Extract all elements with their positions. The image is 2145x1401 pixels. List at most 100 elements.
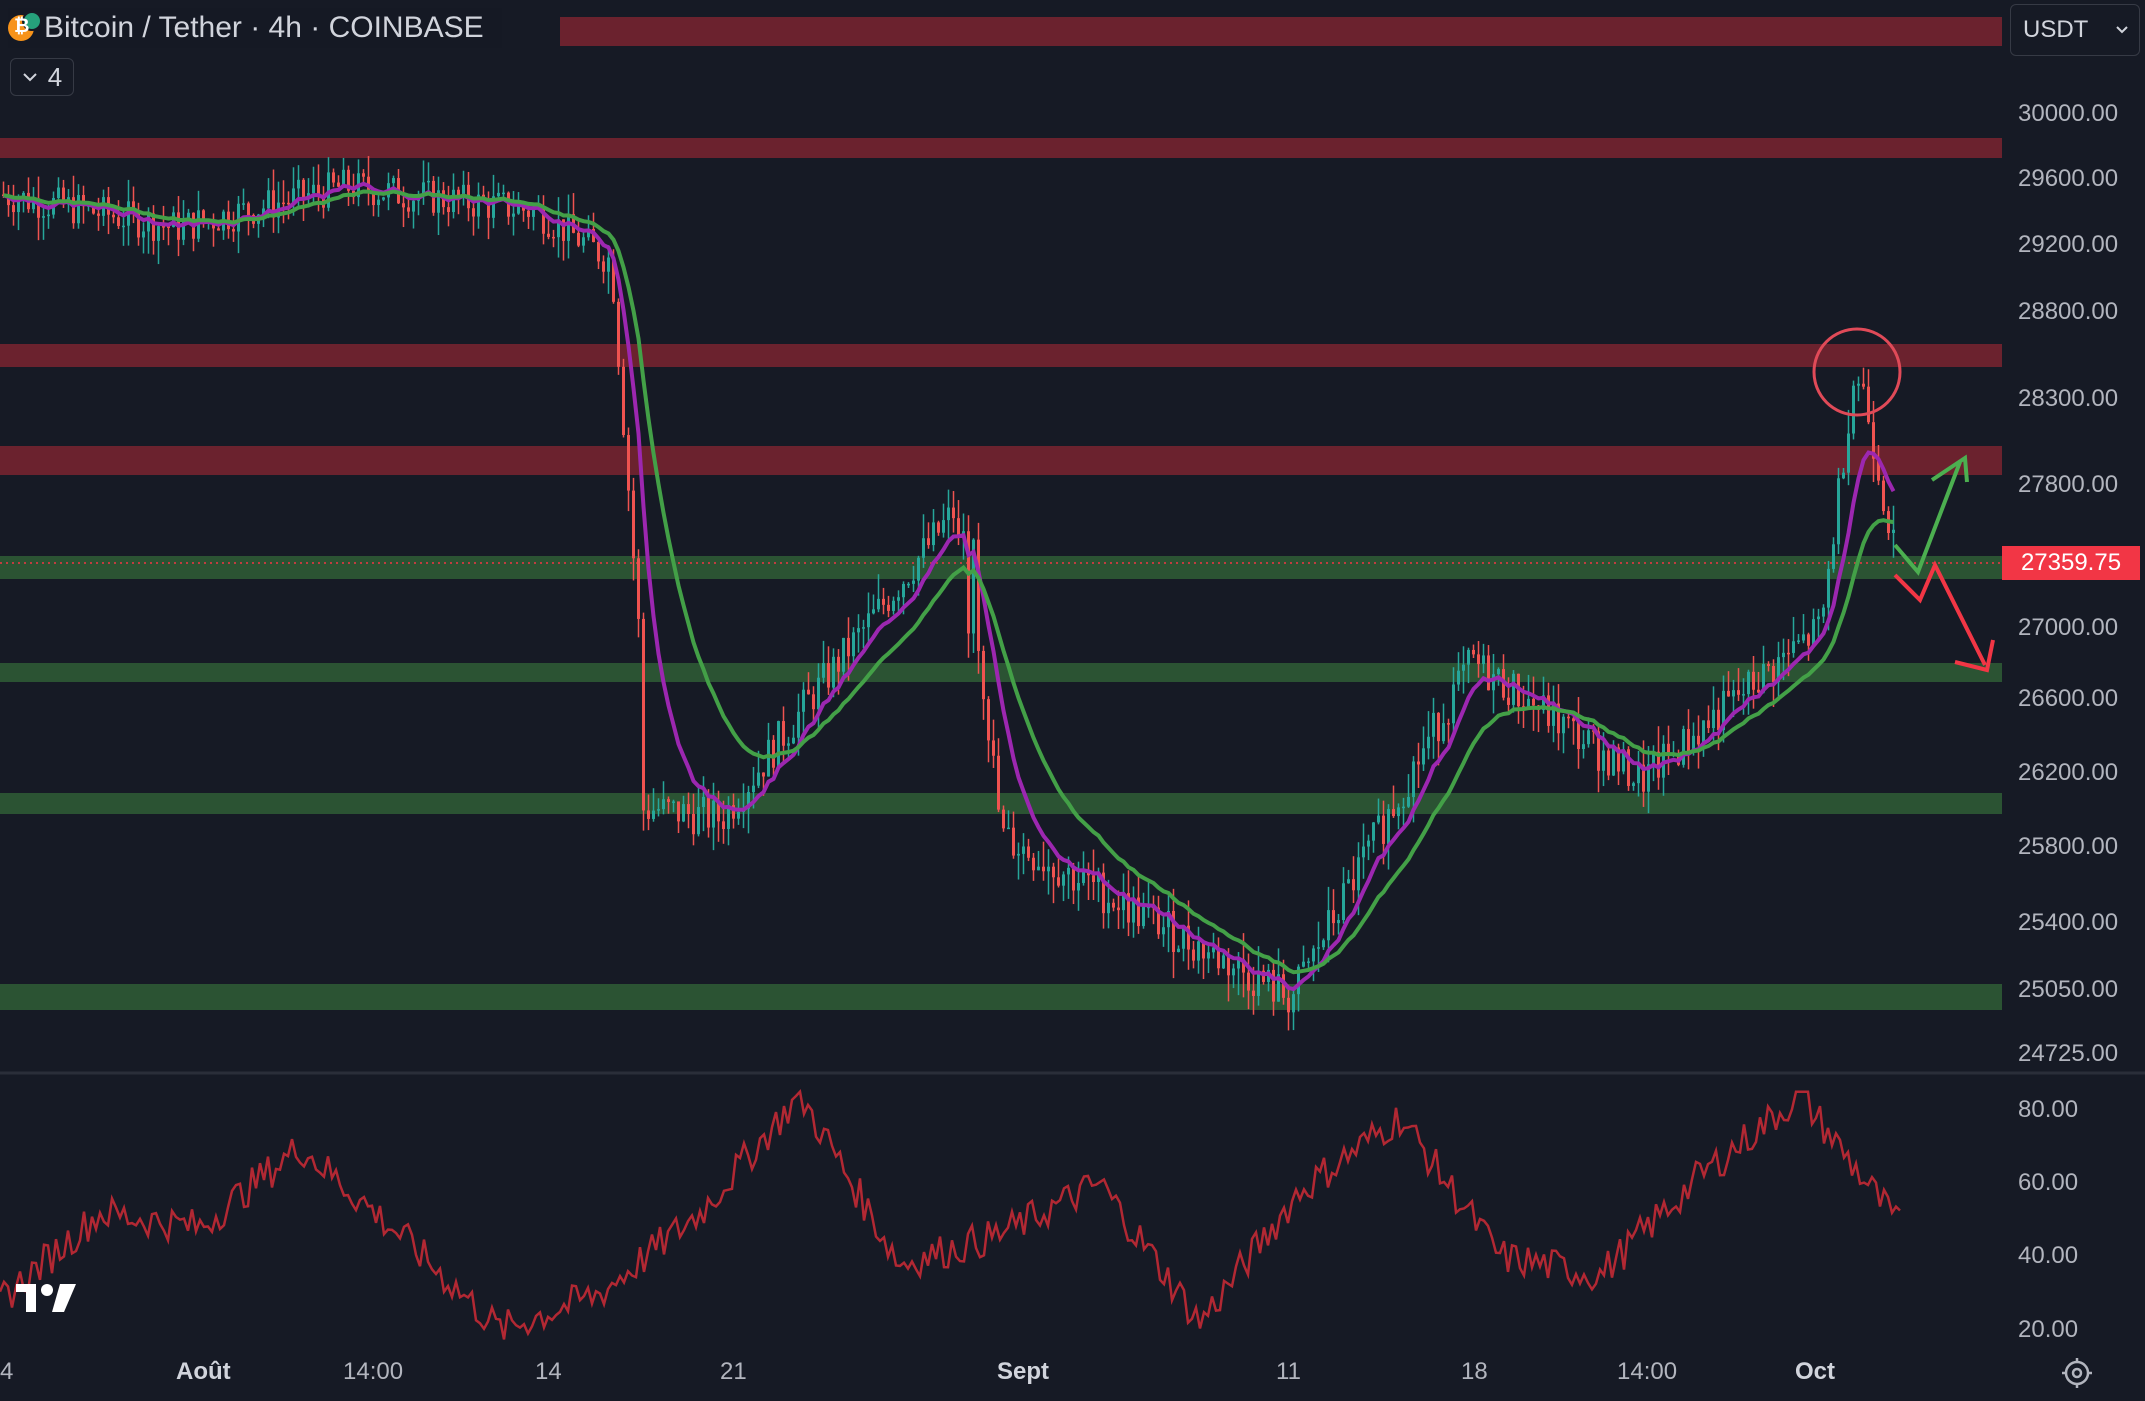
annotation-circle	[1812, 327, 1902, 417]
candle-body	[882, 598, 885, 605]
candle-body	[1837, 478, 1840, 545]
support-zone-27360	[0, 556, 2002, 579]
candle-body	[657, 809, 660, 811]
candle-body	[1377, 815, 1380, 823]
candle-body	[327, 172, 330, 208]
candle-body	[1197, 941, 1200, 961]
resistance-zone-top	[560, 17, 2002, 46]
candle-body	[1382, 815, 1385, 844]
candle-body	[292, 188, 295, 204]
candle-body	[1797, 640, 1800, 642]
candle-body	[597, 242, 600, 262]
candle-body	[162, 226, 165, 228]
candle-body	[1622, 749, 1625, 772]
candle-body	[507, 192, 510, 217]
indicators-toggle-button[interactable]: 4	[10, 58, 74, 96]
candle-body	[797, 711, 800, 738]
candle-body	[817, 677, 820, 710]
candle-body	[1032, 857, 1035, 871]
candle-body	[1167, 910, 1170, 928]
candle-body	[1807, 634, 1810, 646]
candle-body	[1617, 747, 1620, 772]
candle-body	[697, 807, 700, 835]
candle-body	[1532, 698, 1535, 706]
candle-body	[857, 628, 860, 633]
candle-body	[202, 210, 205, 222]
candle-body	[1142, 907, 1145, 927]
resistance-zone-27880	[0, 446, 2002, 475]
candle-body	[787, 743, 790, 746]
time-axis-label: 14:00	[1617, 1358, 1678, 1385]
candle-body	[1117, 907, 1120, 911]
candle-body	[1367, 840, 1370, 847]
candle-body	[757, 772, 760, 786]
candle-body	[1512, 673, 1515, 705]
candle-body	[777, 721, 780, 768]
candle-body	[1072, 867, 1075, 891]
candle-body	[1112, 902, 1115, 908]
candle-body	[1892, 529, 1895, 533]
candle-body	[1692, 735, 1695, 753]
candle-body	[1322, 940, 1325, 948]
candle-body	[1437, 712, 1440, 742]
candle-body	[1187, 925, 1190, 950]
candle-body	[527, 210, 530, 217]
symbol-title[interactable]: Bitcoin / Tether · 4h · COINBASE	[8, 8, 502, 48]
up-arrow-head	[1930, 454, 1969, 483]
candle-body	[1497, 669, 1500, 675]
candle-body	[112, 214, 115, 218]
candle-body	[1067, 867, 1070, 875]
candle-body	[732, 805, 735, 819]
candle-body	[37, 198, 40, 218]
candle-body	[1737, 690, 1740, 695]
candle-body	[1182, 925, 1185, 949]
candle-body	[1602, 750, 1605, 771]
candle-body	[947, 507, 950, 521]
candle-body	[487, 200, 490, 218]
candle-body	[1542, 695, 1545, 710]
candle-body	[1667, 743, 1670, 756]
candle-body	[1527, 698, 1530, 708]
candle-body	[1857, 383, 1860, 386]
candle-body	[667, 799, 670, 802]
candle-body	[687, 804, 690, 815]
candle-body	[1272, 969, 1275, 1002]
settings-icon[interactable]	[2060, 1356, 2094, 1390]
candle-body	[132, 201, 135, 211]
candle-body	[802, 689, 805, 712]
candle-body	[1612, 747, 1615, 776]
chevron-down-icon	[2116, 26, 2128, 34]
candle-body	[1342, 883, 1345, 920]
candle-body	[1287, 997, 1290, 1013]
candle-body	[712, 800, 715, 828]
candle-body	[1052, 866, 1055, 878]
price-axis-label: 30000.00	[2018, 100, 2119, 127]
currency-select[interactable]: USDT	[2010, 4, 2140, 56]
candle-body	[1492, 674, 1495, 691]
candle-body	[1252, 990, 1255, 996]
candle-body	[1712, 709, 1715, 729]
candle-body	[887, 604, 890, 611]
candle-body	[1872, 422, 1875, 459]
candle-body	[1007, 827, 1010, 830]
candle-body	[347, 169, 350, 191]
support-zone-26750	[0, 663, 2002, 682]
candle-body	[862, 627, 865, 629]
candle-body	[1557, 703, 1560, 734]
candle-body	[602, 261, 605, 272]
candle-body	[1687, 729, 1690, 753]
candle-body	[1607, 750, 1610, 776]
candle-body	[827, 663, 830, 688]
tradingview-logo[interactable]	[16, 1282, 80, 1314]
candle-body	[1217, 947, 1220, 969]
candle-body	[897, 597, 900, 601]
candle-body	[1427, 736, 1430, 749]
time-axis-label: Août	[176, 1358, 231, 1385]
candle-body	[362, 173, 365, 177]
candle-body	[982, 650, 985, 700]
price-axis-label: 29600.00	[2018, 165, 2119, 192]
candle-body	[1652, 751, 1655, 765]
candle-body	[1307, 961, 1310, 963]
symbol-title-text: Bitcoin / Tether · 4h · COINBASE	[44, 11, 484, 44]
